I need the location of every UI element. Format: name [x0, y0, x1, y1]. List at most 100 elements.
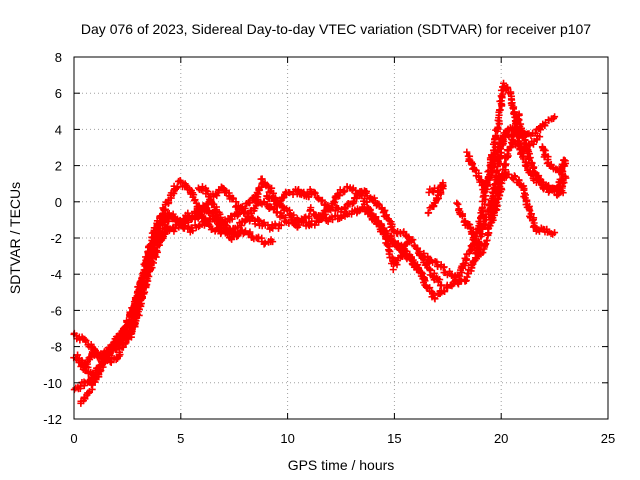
data-point-marker	[437, 281, 445, 289]
data-point-marker	[386, 234, 394, 242]
data-point-marker	[208, 199, 216, 207]
data-point-marker	[531, 129, 539, 137]
data-point-marker	[521, 136, 529, 144]
data-point-marker	[553, 184, 561, 192]
data-point-marker	[243, 210, 251, 218]
y-tick-label: -8	[50, 340, 62, 355]
data-point-marker	[171, 225, 179, 233]
x-tick-labels: 0 5 10 15 20 25	[70, 431, 615, 446]
data-point-marker	[185, 218, 193, 226]
series-sat-track-5	[194, 183, 245, 243]
data-point-marker	[277, 221, 285, 229]
data-point-marker	[430, 291, 438, 299]
data-point-marker	[553, 191, 561, 199]
data-point-marker	[300, 188, 308, 196]
data-point-marker	[496, 106, 504, 114]
series-sat-track-15	[538, 143, 570, 199]
data-point-marker	[506, 144, 514, 152]
data-point-marker	[386, 248, 394, 256]
data-point-marker	[493, 199, 501, 207]
data-point-marker	[405, 233, 413, 241]
data-point-marker	[490, 181, 498, 189]
data-point-marker	[501, 169, 509, 177]
data-point-marker	[424, 252, 432, 260]
data-point-marker	[137, 285, 145, 293]
data-point-marker	[375, 222, 383, 230]
data-point-marker	[558, 170, 566, 178]
x-tick-label: 0	[70, 431, 77, 446]
data-point-marker	[140, 278, 148, 286]
data-point-marker	[530, 164, 538, 172]
data-point-marker	[458, 212, 466, 220]
data-point-marker	[341, 187, 349, 195]
data-point-marker	[246, 230, 254, 238]
data-point-marker	[281, 214, 289, 222]
data-point-marker	[389, 266, 397, 274]
data-point-marker	[251, 220, 259, 228]
data-point-marker	[495, 191, 503, 199]
data-point-marker	[116, 337, 124, 345]
data-point-marker	[403, 239, 411, 247]
data-point-marker	[160, 216, 168, 224]
data-point-marker	[132, 317, 140, 325]
x-tick-label: 25	[601, 431, 615, 446]
data-point-marker	[527, 210, 535, 218]
data-point-marker	[177, 178, 185, 186]
data-point-marker	[507, 90, 515, 98]
data-point-marker	[248, 213, 256, 221]
data-point-marker	[500, 79, 508, 87]
data-point-marker	[446, 267, 454, 275]
data-point-marker	[295, 186, 303, 194]
data-point-marker	[251, 204, 259, 212]
data-point-marker	[545, 188, 553, 196]
data-point-marker	[515, 116, 523, 124]
data-point-marker	[161, 230, 169, 238]
data-point-marker	[148, 242, 156, 250]
y-tick-label: 8	[55, 50, 62, 65]
data-point-marker	[197, 210, 205, 218]
data-point-marker	[431, 295, 439, 303]
data-point-marker	[370, 194, 378, 202]
data-point-marker	[463, 148, 471, 156]
data-point-marker	[191, 196, 199, 204]
data-point-marker	[128, 328, 136, 336]
y-tick-labels: -12 -10 -8 -6 -4 -2 0 2 4 6 8	[43, 50, 62, 427]
data-point-marker	[305, 212, 313, 220]
y-tick-label: -10	[43, 376, 62, 391]
data-point-marker	[273, 208, 281, 216]
data-point-marker	[204, 188, 212, 196]
data-point-marker	[400, 228, 408, 236]
data-point-marker	[481, 240, 489, 248]
data-point-marker	[431, 184, 439, 192]
data-point-marker	[425, 209, 433, 217]
chart-title: Day 076 of 2023, Sidereal Day-to-day VTE…	[81, 21, 591, 37]
data-point-marker	[280, 194, 288, 202]
y-tick-label: -6	[50, 303, 62, 318]
data-point-marker	[504, 84, 512, 92]
data-point-marker	[306, 206, 314, 214]
y-axis-label: SDTVAR / TECUs	[7, 182, 23, 294]
data-point-marker	[237, 227, 245, 235]
data-point-marker	[311, 221, 319, 229]
data-point-marker	[257, 175, 265, 183]
data-point-marker	[440, 287, 448, 295]
data-point-marker	[479, 249, 487, 257]
series-sat-track-16	[74, 216, 168, 384]
data-point-marker	[551, 113, 559, 121]
data-point-marker	[78, 360, 86, 368]
data-point-marker	[526, 154, 534, 162]
data-point-marker	[436, 289, 444, 297]
data-point-marker	[251, 192, 259, 200]
axis-ticks	[73, 56, 609, 420]
data-point-marker	[522, 140, 530, 148]
data-point-marker	[420, 249, 428, 257]
data-point-marker	[525, 205, 533, 213]
series-sat-track-13	[463, 113, 559, 194]
data-point-marker	[336, 186, 344, 194]
data-point-marker	[453, 199, 461, 207]
x-tick-label: 10	[280, 431, 294, 446]
data-point-marker	[399, 243, 407, 251]
data-point-marker	[290, 211, 298, 219]
series-sat-track-14	[488, 110, 570, 226]
data-point-marker	[537, 180, 545, 188]
